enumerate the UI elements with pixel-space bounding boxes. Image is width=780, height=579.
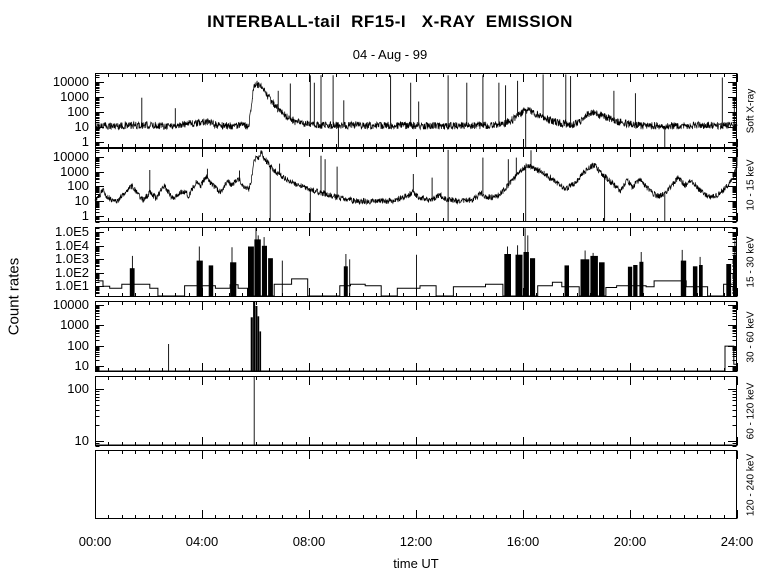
y-tick-label: 10000: [52, 148, 89, 164]
y-tick-label: 10000: [52, 74, 89, 89]
y-tick-label: 1.0E1: [55, 278, 89, 294]
y-tick-label: 10: [74, 119, 89, 134]
y-tick-label: 100: [67, 380, 89, 396]
y-tick-label: 10000: [52, 297, 89, 313]
y-tick-label: 100: [67, 178, 89, 194]
y-tick-label: 100: [67, 337, 89, 353]
y-tick-label: 1.0E2: [55, 264, 89, 280]
x-tick-label: 20:00: [613, 534, 647, 549]
y-tick-label: 10: [74, 193, 89, 209]
band-label-10-15keV: 10 - 15 keV: [745, 159, 757, 211]
x-tick-label: 04:00: [185, 534, 219, 549]
y-tick-label: 1.0E5: [55, 224, 89, 240]
x-tick-label: 24:00: [720, 534, 754, 549]
y-tick-label: 1000: [60, 317, 89, 333]
y-tick-label: 10: [74, 357, 89, 373]
band-label-15-30keV: 15 - 30 keV: [745, 236, 757, 288]
y-tick-label: 1: [81, 208, 89, 224]
band-label-120-240keV: 120 - 240 keV: [745, 453, 757, 516]
chart-title: INTERBALL-tail RF15-I X-RAY EMISSION: [207, 12, 573, 31]
y-tick-label: 1000: [60, 163, 89, 179]
y-tick-label: 1.0E4: [55, 237, 89, 253]
y-tick-label: 10: [74, 432, 89, 448]
x-tick-label: 16:00: [506, 534, 540, 549]
y-tick-label: 1.0E3: [55, 251, 89, 267]
band-label-30-60keV: 30 - 60 keV: [745, 310, 757, 363]
y-tick-label: 1: [81, 134, 89, 149]
x-tick-label: 12:00: [399, 534, 433, 549]
y-tick-label: 100: [67, 104, 89, 119]
x-tick-label: 08:00: [292, 534, 326, 549]
band-label-soft-xray: Soft X-ray: [745, 88, 757, 133]
x-tick-label: 00:00: [78, 534, 112, 549]
band-label-60-120keV: 60 - 120 keV: [745, 382, 757, 440]
y-tick-label: 1000: [60, 89, 89, 104]
chart-subtitle: 04 - Aug - 99: [352, 47, 428, 62]
x-axis-label: time UT: [393, 556, 439, 571]
